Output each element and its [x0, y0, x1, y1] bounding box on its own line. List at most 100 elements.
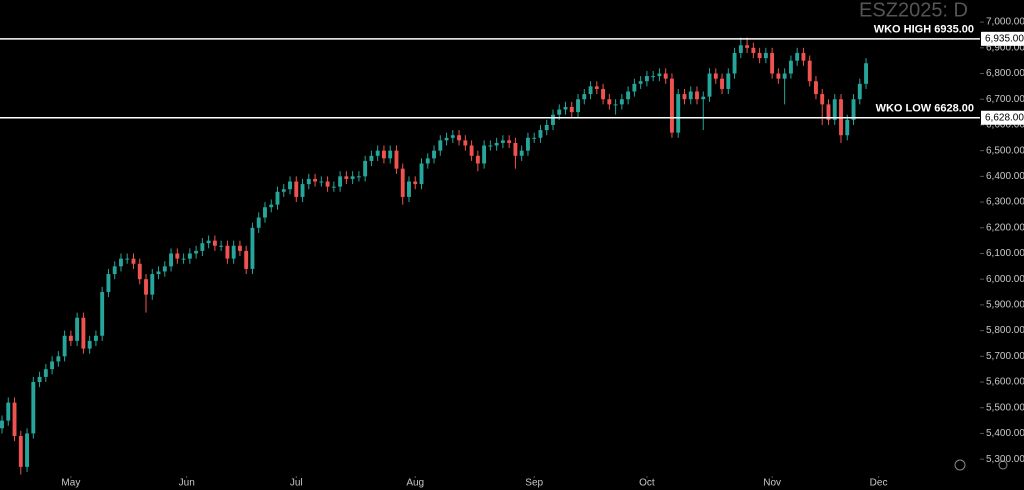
candle-body — [194, 250, 199, 254]
candle-body — [507, 140, 512, 143]
candle-body — [432, 150, 436, 159]
y-tick-label: 6,500.00 — [986, 145, 1024, 156]
candle-body — [300, 184, 305, 197]
candle-body — [319, 181, 324, 183]
candle-body — [588, 86, 593, 95]
candle-body — [150, 274, 155, 295]
candle-body — [93, 335, 98, 341]
candle-body — [225, 245, 230, 259]
candle-body — [807, 60, 812, 82]
candle-body — [582, 94, 587, 100]
candle-body — [763, 52, 768, 59]
candle-body — [200, 243, 205, 251]
y-tick-label: 5,300.00 — [986, 454, 1024, 465]
candle-body — [269, 204, 274, 208]
candle-body — [25, 433, 29, 467]
candle-body — [845, 119, 850, 136]
candle-body — [713, 73, 718, 79]
candle-body — [770, 52, 775, 74]
candle-body — [156, 271, 161, 275]
candle-body — [851, 99, 856, 120]
candle-body — [619, 99, 624, 105]
candle-body — [356, 176, 361, 178]
candle-body — [125, 258, 130, 260]
candle-body — [638, 81, 643, 84]
y-tick-label: 5,700.00 — [986, 351, 1024, 362]
x-tick-label: May — [61, 478, 80, 489]
candle-body — [751, 47, 756, 53]
y-tick-label: 6,300.00 — [986, 197, 1024, 208]
y-tick-label: 6,000.00 — [986, 274, 1024, 285]
y-tick-label: 6,200.00 — [986, 222, 1024, 233]
candle-body — [795, 52, 800, 61]
candle-body — [557, 109, 562, 115]
candle-body — [475, 155, 480, 164]
candle-body — [544, 124, 549, 131]
candle-body — [263, 207, 267, 218]
candle-body — [463, 140, 468, 146]
candle-body — [651, 76, 656, 78]
candle-body — [325, 181, 330, 187]
y-tick-label: 6,100.00 — [986, 248, 1024, 259]
candle-body — [738, 45, 743, 53]
candle-body — [62, 335, 67, 357]
price-tag-label: 6,628.00 — [985, 112, 1024, 123]
candle-body — [394, 150, 399, 169]
candle-body — [676, 94, 681, 133]
candle-body — [563, 106, 568, 110]
chart-title: ESZ2025: D — [859, 0, 968, 21]
level-label: WKO LOW 6628.00 — [876, 103, 974, 115]
price-tag — [981, 110, 1024, 125]
candle-body — [726, 73, 731, 89]
candle-body — [275, 191, 280, 205]
candle-body — [187, 253, 192, 259]
candle-body — [18, 436, 23, 467]
candle-body — [864, 63, 868, 84]
candle-body — [626, 91, 631, 100]
candle-body — [419, 163, 424, 185]
candle-body — [87, 340, 92, 349]
x-tick-label: Jun — [179, 478, 195, 489]
candle-body — [832, 99, 837, 120]
candle-body — [500, 140, 505, 143]
candle-body — [801, 52, 806, 61]
candle-body — [68, 335, 73, 341]
x-tick-label: Oct — [639, 478, 655, 489]
candle-body — [688, 91, 693, 100]
candle-body — [513, 142, 518, 156]
candle-body — [37, 376, 42, 383]
candle-body — [444, 137, 449, 141]
candle-body — [450, 135, 455, 138]
level-label: WKO HIGH 6935.00 — [874, 24, 974, 36]
x-tick-label: Aug — [406, 478, 424, 489]
candle-body — [757, 52, 762, 59]
candle-body — [50, 361, 55, 370]
candle-body — [425, 158, 430, 164]
candle-body — [388, 150, 393, 159]
scale-icon[interactable] — [998, 460, 1008, 470]
candle-body — [112, 266, 117, 275]
candle-body — [212, 240, 217, 246]
candle-body — [457, 135, 462, 141]
candle-body — [381, 150, 386, 159]
candle-body — [56, 356, 61, 362]
candle-body — [175, 253, 180, 259]
candle-body — [294, 181, 299, 197]
candle-body — [119, 258, 123, 267]
y-tick-label: 5,400.00 — [986, 428, 1024, 439]
candle-body — [144, 279, 148, 295]
candle-body — [469, 145, 474, 156]
candle-body — [0, 420, 4, 429]
candle-body — [776, 73, 781, 79]
candle-body — [488, 145, 493, 147]
y-tick-label: 5,600.00 — [986, 377, 1024, 388]
x-tick-label: Nov — [763, 478, 781, 489]
candle-body — [181, 258, 186, 260]
y-tick-label: 7,000.00 — [986, 17, 1024, 28]
candle-body — [81, 317, 86, 349]
candle-body — [663, 73, 668, 79]
settings-icon[interactable] — [954, 459, 966, 471]
candle-body — [826, 104, 831, 120]
